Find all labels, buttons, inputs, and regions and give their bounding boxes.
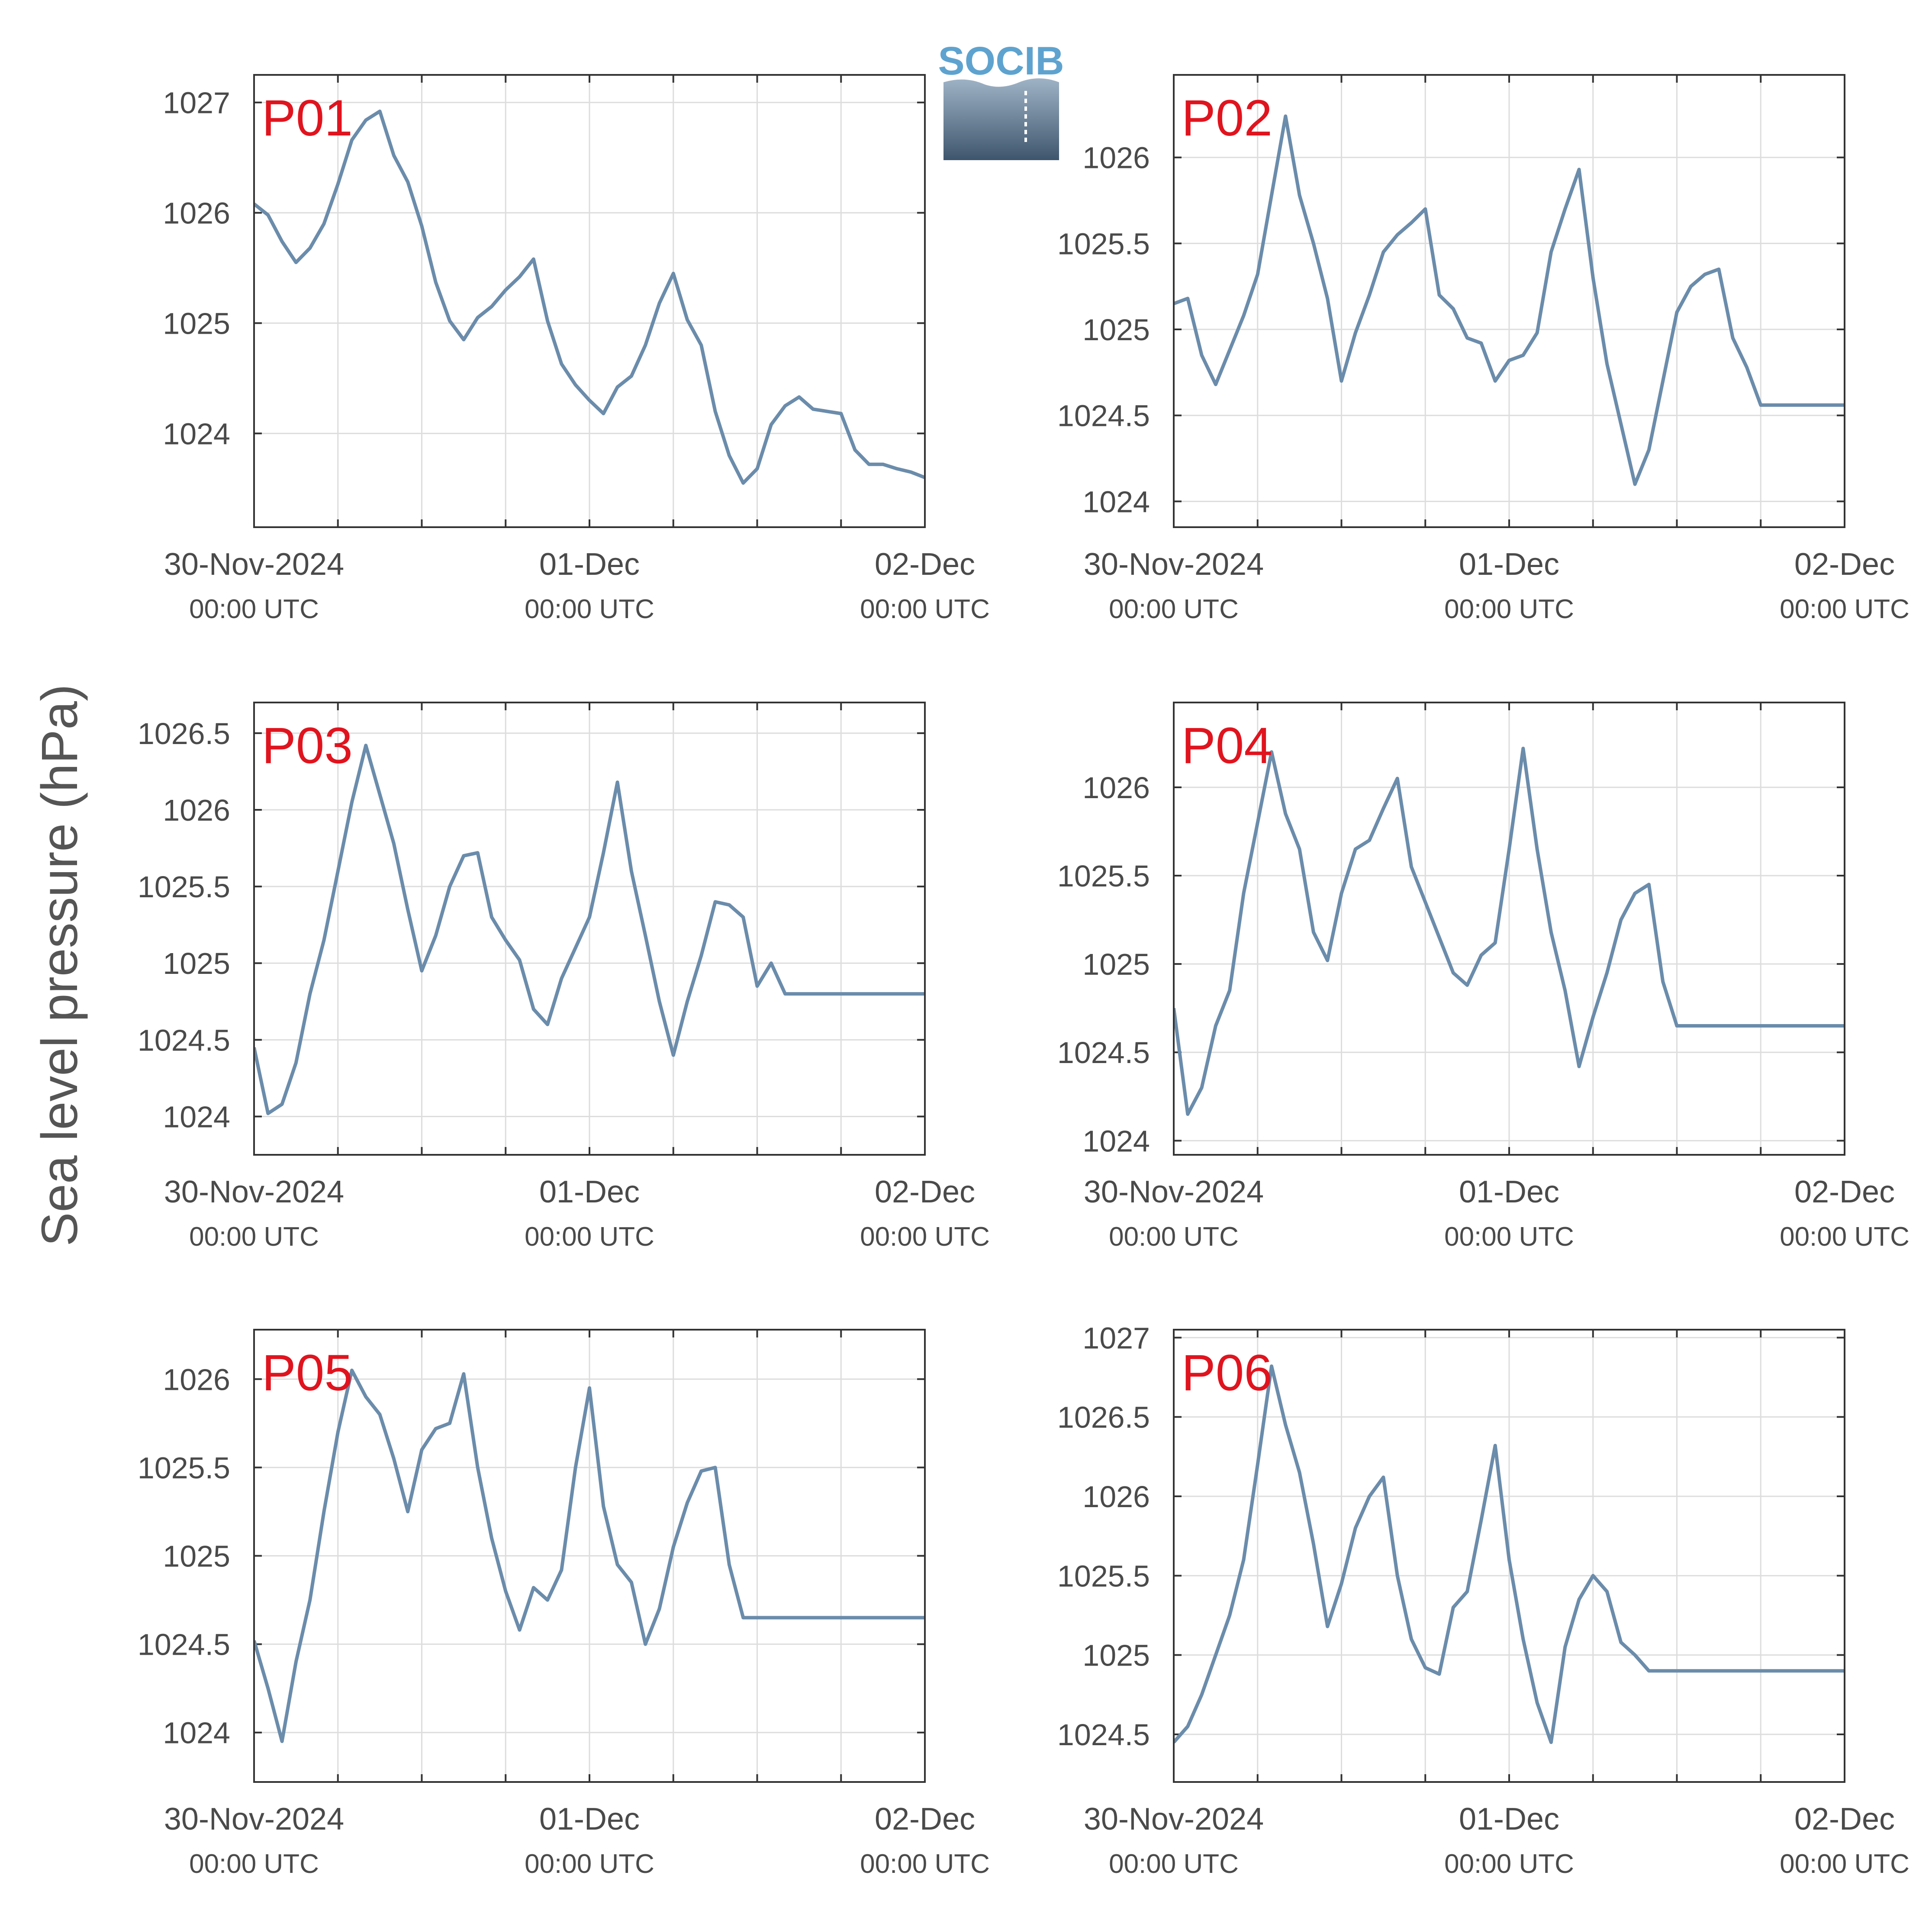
panel-title: P04	[1182, 717, 1272, 774]
y-tick-label: 1024	[163, 1716, 230, 1750]
series-line	[254, 110, 925, 485]
y-tick-label: 1027	[1082, 1321, 1150, 1355]
y-tick-label: 1026	[163, 197, 230, 230]
y-tick-label: 1025	[163, 1540, 230, 1573]
y-tick-label: 1025.5	[1057, 227, 1150, 261]
series-line	[1174, 1364, 1845, 1744]
x-tick-label: 30-Nov-2024	[1084, 1802, 1264, 1837]
x-tick-label: 02-Dec	[875, 1175, 975, 1209]
x-tick-sublabel: 00:00 UTC	[1444, 1222, 1574, 1252]
x-tick-sublabel: 00:00 UTC	[525, 1222, 654, 1252]
y-tick-label: 1025	[1082, 313, 1150, 347]
plot-frame	[253, 702, 926, 1156]
panel-title: P03	[262, 717, 353, 774]
series-line	[1174, 747, 1845, 1116]
y-tick-label: 1024.5	[1057, 1718, 1150, 1752]
x-tick-label: 01-Dec	[1459, 1802, 1559, 1837]
y-axis-label: Sea level pressure (hPa)	[31, 684, 88, 1247]
y-tick-label: 1024.5	[138, 1628, 230, 1662]
y-tick-label: 1025.5	[1057, 859, 1150, 893]
y-tick-label: 1025	[1082, 947, 1150, 981]
y-tick-label: 1024	[163, 417, 230, 451]
x-tick-label: 01-Dec	[1459, 1175, 1559, 1209]
y-tick-label: 1024	[1082, 1124, 1150, 1158]
y-tick-label: 1024	[1082, 485, 1150, 519]
x-tick-sublabel: 00:00 UTC	[1780, 1849, 1909, 1879]
y-tick-label: 1026.5	[1057, 1401, 1150, 1434]
x-tick-label: 02-Dec	[1794, 1802, 1895, 1837]
panel-title: P05	[262, 1344, 353, 1402]
x-tick-label: 02-Dec	[1794, 1175, 1895, 1209]
plot-frame	[253, 1329, 926, 1783]
x-tick-sublabel: 00:00 UTC	[189, 1849, 319, 1879]
x-tick-sublabel: 00:00 UTC	[860, 1849, 990, 1879]
x-tick-sublabel: 00:00 UTC	[189, 594, 319, 624]
x-tick-label: 30-Nov-2024	[1084, 1175, 1264, 1209]
logo-wave	[943, 78, 1059, 160]
x-tick-label: 30-Nov-2024	[164, 1802, 344, 1837]
panel-p06: 1024.5 1025 1025.5 1026 1026.5 1027 30-Nov-202…	[1057, 1321, 1909, 1879]
x-tick-label: 01-Dec	[539, 547, 640, 582]
y-tick-label: 1025	[1082, 1639, 1150, 1672]
socib-logo: SOCIB	[938, 39, 1064, 160]
x-tick-sublabel: 00:00 UTC	[1780, 594, 1909, 624]
x-tick-sublabel: 00:00 UTC	[1444, 594, 1574, 624]
x-tick-sublabel: 00:00 UTC	[525, 594, 654, 624]
y-tick-label: 1025	[163, 306, 230, 340]
plot-frame	[1173, 1329, 1845, 1783]
panel-p01: 1024 1025 1026 1027 30-Nov-2024 00:00 UTC 01-D…	[163, 74, 990, 624]
y-tick-label: 1024.5	[1057, 399, 1150, 433]
x-tick-label: 01-Dec	[1459, 547, 1559, 582]
x-tick-label: 30-Nov-2024	[1084, 547, 1264, 582]
x-tick-sublabel: 00:00 UTC	[1109, 1222, 1239, 1252]
x-tick-sublabel: 00:00 UTC	[860, 1222, 990, 1252]
x-tick-sublabel: 00:00 UTC	[1780, 1222, 1909, 1252]
panel-title: P01	[262, 90, 353, 147]
x-tick-sublabel: 00:00 UTC	[1109, 1849, 1239, 1879]
plot-frame	[253, 74, 926, 528]
x-tick-sublabel: 00:00 UTC	[525, 1849, 654, 1879]
x-tick-label: 30-Nov-2024	[164, 547, 344, 582]
logo-text: SOCIB	[938, 39, 1064, 83]
y-tick-label: 1026	[163, 793, 230, 827]
x-tick-label: 02-Dec	[875, 1802, 975, 1837]
y-tick-label: 1024.5	[1057, 1036, 1150, 1070]
y-tick-label: 1024	[163, 1100, 230, 1134]
panel-p05: 1024 1024.5 1025 1025.5 1026 30-Nov-2024 00:00…	[138, 1329, 990, 1879]
y-tick-label: 1025	[163, 947, 230, 980]
y-tick-label: 1027	[163, 86, 230, 120]
series-line	[254, 1368, 925, 1743]
series-line	[1174, 114, 1845, 486]
y-tick-label: 1025.5	[138, 870, 230, 904]
x-tick-sublabel: 00:00 UTC	[860, 594, 990, 624]
y-tick-label: 1025.5	[138, 1451, 230, 1485]
x-tick-label: 02-Dec	[875, 547, 975, 582]
x-tick-sublabel: 00:00 UTC	[189, 1222, 319, 1252]
y-tick-label: 1026.5	[138, 717, 230, 751]
series-line	[254, 744, 925, 1115]
x-tick-label: 01-Dec	[539, 1175, 640, 1209]
x-tick-sublabel: 00:00 UTC	[1444, 1849, 1574, 1879]
panel-title: P02	[1182, 90, 1272, 147]
y-tick-label: 1026	[1082, 141, 1150, 175]
plot-frame	[1173, 74, 1845, 528]
plot-frame	[1173, 702, 1845, 1156]
x-tick-label: 02-Dec	[1794, 547, 1895, 582]
panel-p02: 1024 1024.5 1025 1025.5 1026 30-Nov-2024 00:00…	[1057, 74, 1909, 624]
x-tick-sublabel: 00:00 UTC	[1109, 594, 1239, 624]
panel-title: P06	[1182, 1344, 1272, 1402]
x-tick-label: 30-Nov-2024	[164, 1175, 344, 1209]
x-tick-label: 01-Dec	[539, 1802, 640, 1837]
y-tick-label: 1025.5	[1057, 1559, 1150, 1593]
y-tick-label: 1026	[1082, 1480, 1150, 1514]
y-tick-label: 1026	[163, 1363, 230, 1396]
panel-p03: 1024 1024.5 1025 1025.5 1026 1026.5 30-Nov-202…	[138, 702, 990, 1252]
y-tick-label: 1024.5	[138, 1023, 230, 1057]
y-tick-label: 1026	[1082, 771, 1150, 805]
panel-p04: 1024 1024.5 1025 1025.5 1026 30-Nov-2024 00:00…	[1057, 702, 1909, 1252]
